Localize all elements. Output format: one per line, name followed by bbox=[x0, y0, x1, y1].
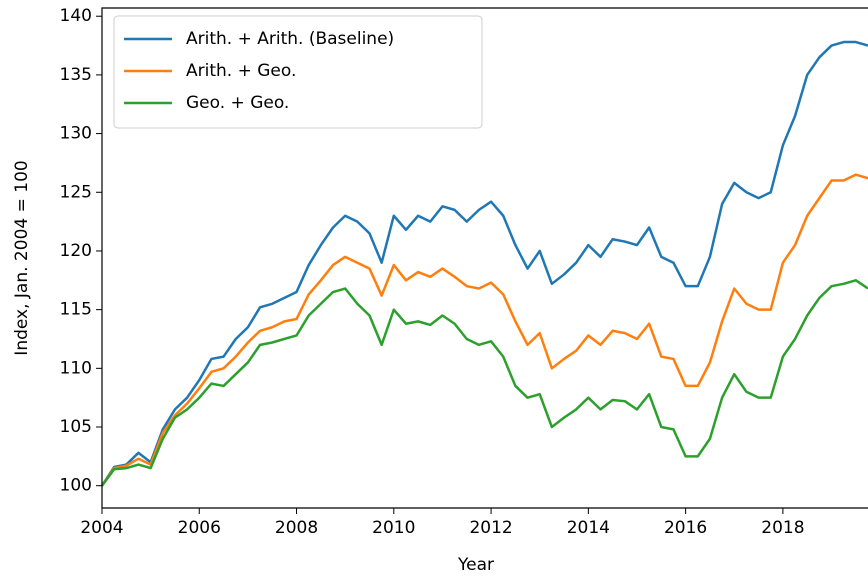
y-tick-label: 120 bbox=[60, 241, 92, 261]
x-tick-label: 2006 bbox=[178, 518, 221, 538]
x-tick-label: 2008 bbox=[275, 518, 318, 538]
line-series bbox=[100, 40, 868, 487]
x-tick-label: 2004 bbox=[80, 518, 123, 538]
line-series bbox=[100, 173, 868, 487]
legend-label: Arith. + Arith. (Baseline) bbox=[186, 29, 394, 49]
axes-frame bbox=[101, 7, 868, 509]
x-tick-label: 2014 bbox=[567, 518, 610, 538]
y-axis-label: Index, Jan. 2004 = 100 bbox=[12, 160, 32, 355]
y-tick-label: 115 bbox=[60, 300, 92, 320]
legend-box bbox=[113, 15, 483, 129]
x-tick-label: 2010 bbox=[372, 518, 415, 538]
legend-label: Arith. + Geo. bbox=[186, 61, 296, 81]
x-tick-label: 2016 bbox=[664, 518, 707, 538]
line-series bbox=[100, 279, 868, 487]
y-tick-label: 140 bbox=[60, 6, 92, 26]
x-tick-label: 2018 bbox=[761, 518, 804, 538]
y-tick-label: 135 bbox=[60, 65, 92, 85]
legend-label: Geo. + Geo. bbox=[186, 93, 289, 113]
y-tick-label: 110 bbox=[60, 358, 92, 378]
y-tick-label: 125 bbox=[60, 182, 92, 202]
x-tick-label: 2012 bbox=[469, 518, 512, 538]
x-axis-label: Year bbox=[457, 555, 494, 575]
y-tick-label: 105 bbox=[60, 417, 92, 437]
y-tick-label: 100 bbox=[60, 476, 92, 496]
y-tick-label: 130 bbox=[60, 124, 92, 144]
